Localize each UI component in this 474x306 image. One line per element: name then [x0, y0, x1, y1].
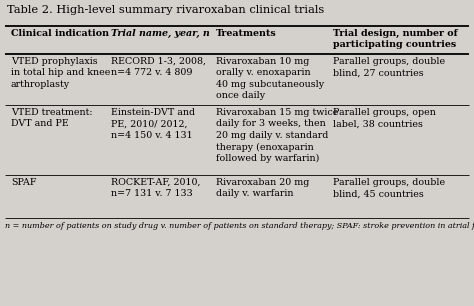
Text: Rivaroxaban 15 mg twice
daily for 3 weeks, then
20 mg daily v. standard
therapy : Rivaroxaban 15 mg twice daily for 3 week…: [216, 108, 338, 163]
Text: Trial name, year, n: Trial name, year, n: [111, 29, 210, 38]
Text: Trial design, number of
participating countries: Trial design, number of participating co…: [333, 29, 457, 50]
Text: Table 2. High-level summary rivaroxaban clinical trials: Table 2. High-level summary rivaroxaban …: [7, 5, 324, 15]
Text: Clinical indication: Clinical indication: [11, 29, 109, 38]
Text: Rivaroxaban 10 mg
orally v. enoxaparin
40 mg subcutaneously
once daily: Rivaroxaban 10 mg orally v. enoxaparin 4…: [216, 57, 324, 100]
Text: Treatments: Treatments: [216, 29, 277, 38]
Text: Parallel groups, open
label, 38 countries: Parallel groups, open label, 38 countrie…: [333, 108, 436, 129]
Text: n = number of patients on study drug v. number of patients on standard therapy; : n = number of patients on study drug v. …: [5, 222, 474, 230]
Text: SPAF: SPAF: [11, 178, 36, 187]
Text: VTED prophylaxis
in total hip and knee
arthroplasty: VTED prophylaxis in total hip and knee a…: [11, 57, 110, 89]
Text: Parallel groups, double
blind, 27 countries: Parallel groups, double blind, 27 countr…: [333, 57, 445, 77]
Text: RECORD 1-3, 2008,
n=4 772 v. 4 809: RECORD 1-3, 2008, n=4 772 v. 4 809: [111, 57, 206, 77]
Text: Rivaroxaban 20 mg
daily v. warfarin: Rivaroxaban 20 mg daily v. warfarin: [216, 178, 310, 199]
Text: Parallel groups, double
blind, 45 countries: Parallel groups, double blind, 45 countr…: [333, 178, 445, 199]
Text: Einstein-DVT and
PE, 2010/ 2012,
n=4 150 v. 4 131: Einstein-DVT and PE, 2010/ 2012, n=4 150…: [111, 108, 195, 140]
Text: ROCKET-AF, 2010,
n=7 131 v. 7 133: ROCKET-AF, 2010, n=7 131 v. 7 133: [111, 178, 201, 199]
Text: VTED treatment:
DVT and PE: VTED treatment: DVT and PE: [11, 108, 92, 129]
